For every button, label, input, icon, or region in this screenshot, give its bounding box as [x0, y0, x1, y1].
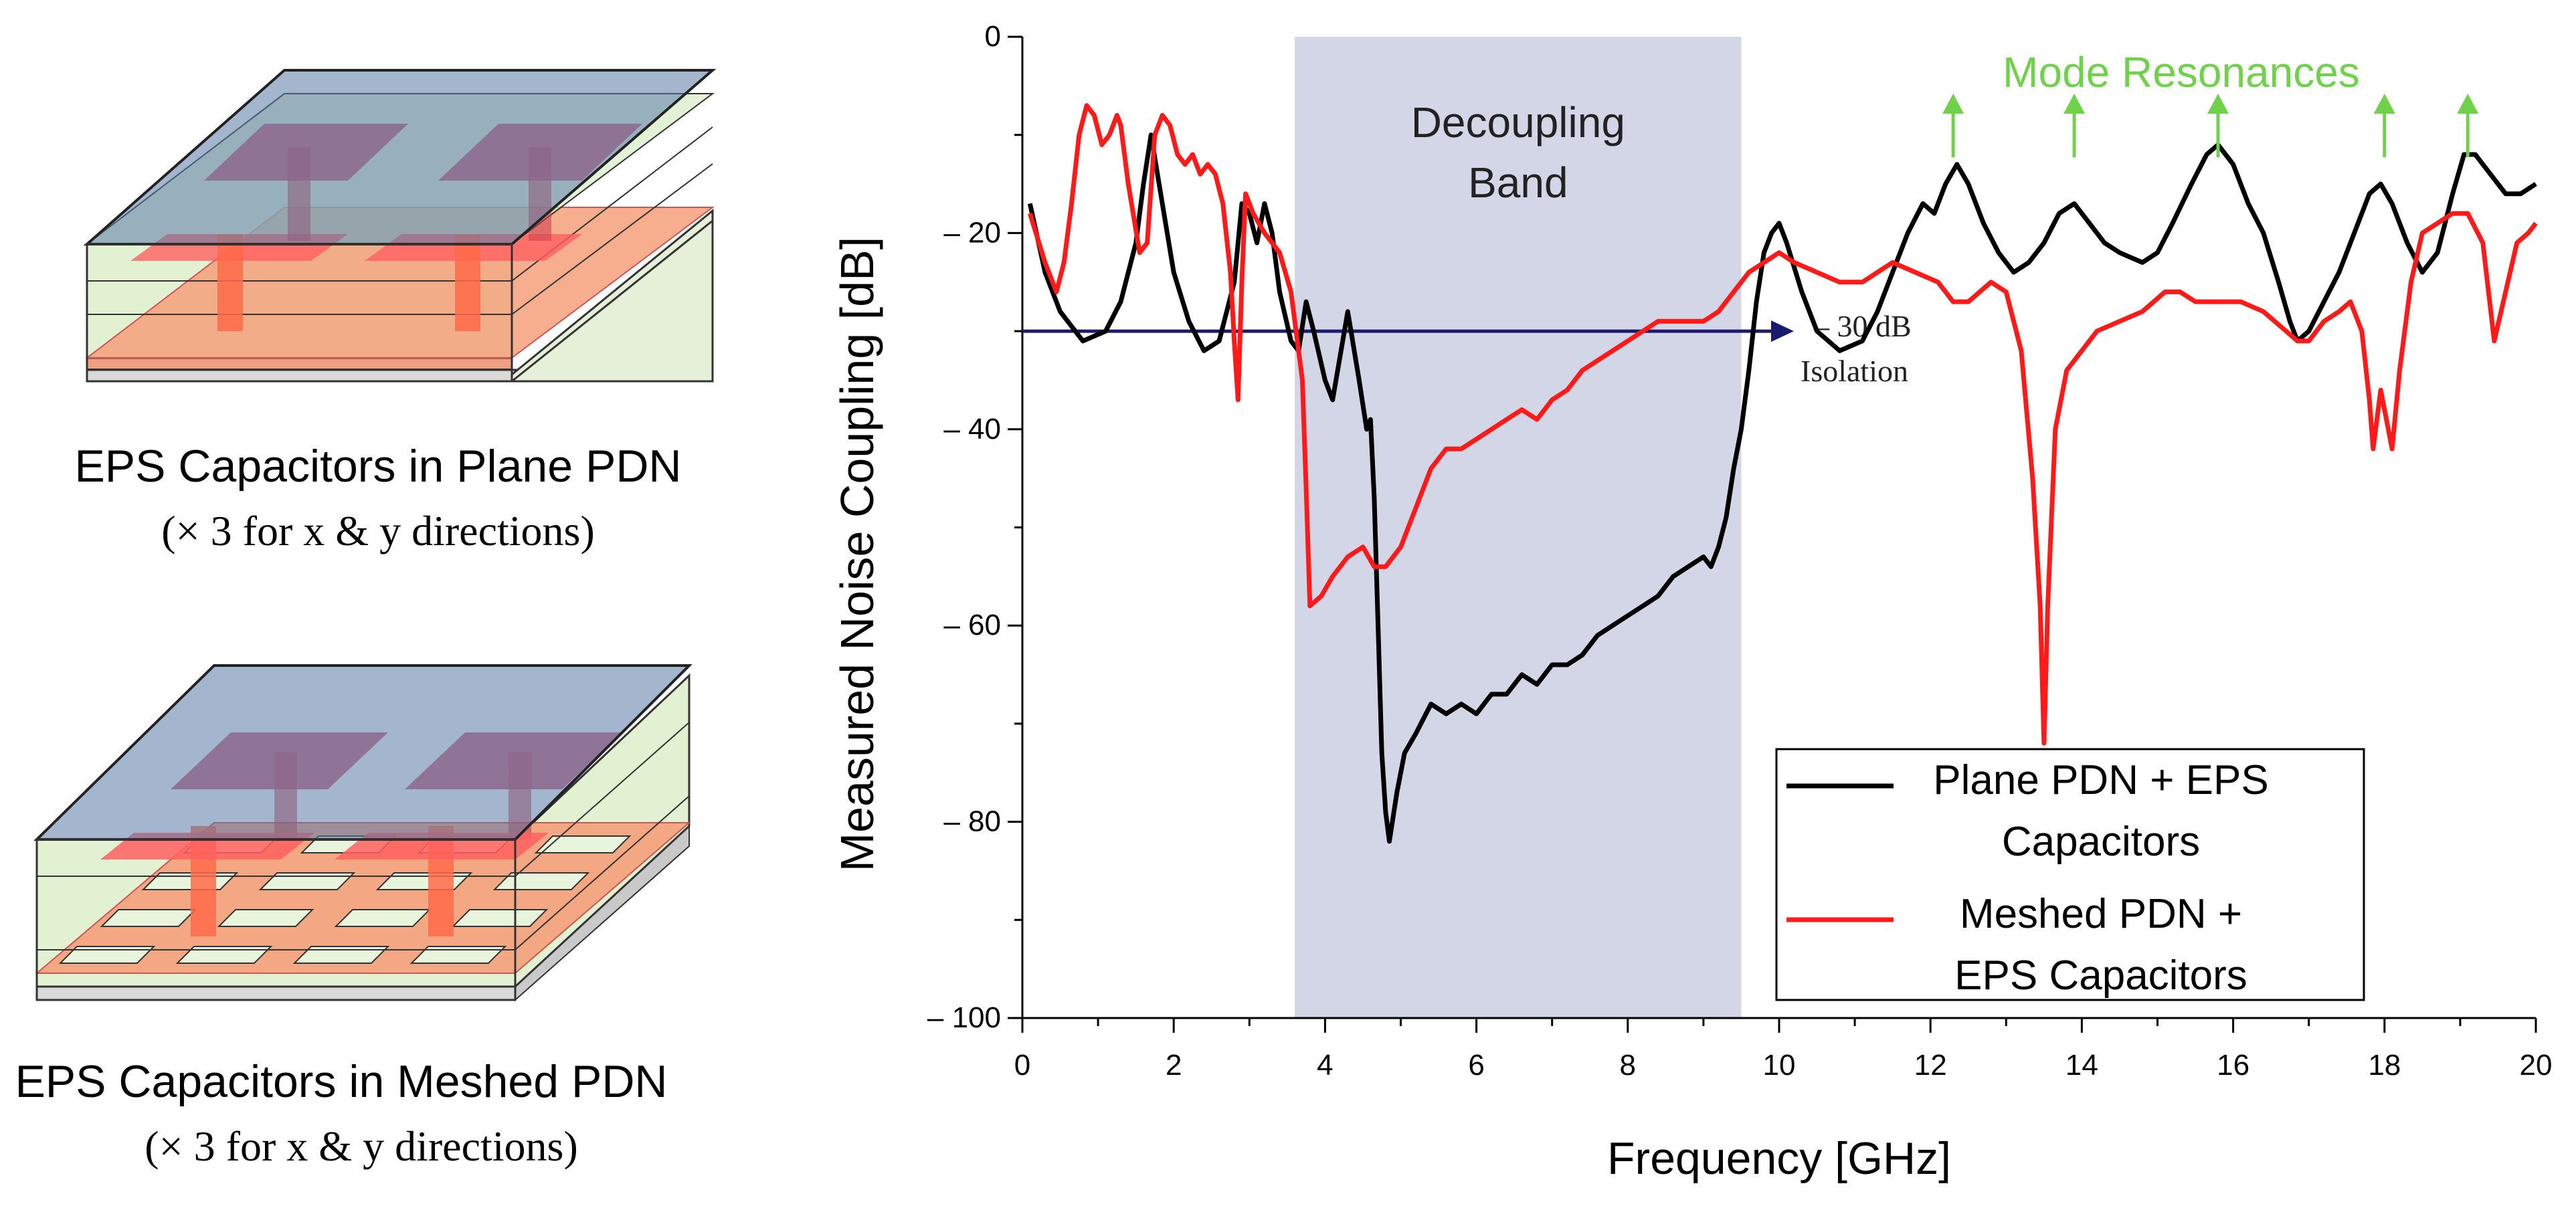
x-tick-label: 4: [1317, 1049, 1333, 1082]
series-line-meshed-pdn: [1027, 103, 2538, 746]
y-tick-label: – 40: [943, 413, 1001, 445]
isolation-text-label: Isolation: [1801, 354, 1908, 388]
mesh-hole: [334, 909, 432, 927]
x-tick-label: 20: [2520, 1049, 2553, 1082]
meshed-caption: EPS Capacitors in Meshed PDN: [15, 1056, 667, 1107]
decoupling-band-label-line2: Band: [1468, 159, 1568, 207]
mode-resonance-arrow-head: [2373, 94, 2395, 114]
series-lines: [1027, 103, 2538, 844]
legend-box: [1775, 748, 2365, 1001]
noise-coupling-chart: Decoupling Band 0 2 4 6 8 10 12 14 16 18 20 0 – 20 –…: [831, 20, 2552, 1184]
x-ticks: 0 2 4 6 8 10 12 14 16 18 20: [1014, 1018, 2553, 1082]
meshed-pdn-illustration: [33, 664, 693, 1002]
mesh-hole: [58, 946, 156, 964]
mesh-hole: [100, 909, 197, 927]
mode-resonances: Mode Resonances: [1942, 48, 2479, 157]
mesh-hole: [534, 835, 632, 853]
y-tick-label: – 20: [943, 216, 1001, 249]
x-tick-label: 12: [1914, 1049, 1947, 1082]
legend-label: Meshed PDN +: [1960, 891, 2242, 937]
mesh-hole: [292, 946, 390, 964]
decoupling-band-label-line1: Decoupling: [1411, 98, 1625, 146]
mesh-hole: [175, 946, 273, 964]
mode-resonance-arrow-head: [2207, 94, 2229, 114]
mode-resonances-label: Mode Resonances: [2003, 48, 2360, 96]
y-tick-label: – 100: [927, 1001, 1001, 1034]
y-ticks: 0 – 20 – 40 – 60 – 80 – 100: [927, 20, 1022, 1034]
legend-label: EPS Capacitors: [1954, 952, 2247, 999]
plane-subcaption: (× 3 for x & y directions): [161, 507, 595, 554]
mesh-hole: [492, 872, 590, 890]
legend: Plane PDN + EPS Capacitors Meshed PDN + EPS…: [1775, 748, 2365, 1001]
y-tick-label: – 80: [943, 805, 1001, 838]
x-tick-label: 8: [1620, 1049, 1636, 1082]
isolation-arrow-head: [1771, 320, 1794, 342]
y-axis-label: Measured Noise Coupling [dB]: [831, 237, 883, 872]
decoupling-band: [1295, 37, 1742, 1018]
y-tick-label: 0: [985, 20, 1001, 53]
x-tick-label: 18: [2368, 1049, 2401, 1082]
x-tick-label: 14: [2065, 1049, 2098, 1082]
mode-resonance-arrow-head: [1942, 94, 1964, 114]
y-tick-label: – 60: [943, 609, 1001, 641]
mesh-hole: [375, 872, 473, 890]
mesh-hole: [451, 909, 549, 927]
x-tick-label: 10: [1763, 1049, 1796, 1082]
legend-label: Capacitors: [2002, 819, 2200, 865]
legend-label: Plane PDN + EPS: [1933, 757, 2268, 803]
mode-resonance-arrow-head: [2063, 94, 2086, 114]
mode-resonance-arrow-head: [2457, 94, 2479, 114]
x-tick-label: 2: [1166, 1049, 1182, 1082]
mesh-hole: [409, 946, 507, 964]
x-axis-label: Frequency [GHz]: [1607, 1133, 1951, 1184]
mesh-hole: [141, 872, 239, 890]
mesh-hole: [258, 872, 356, 890]
x-tick-label: 6: [1468, 1049, 1484, 1082]
mesh-hole: [217, 909, 314, 927]
series-line-plane-pdn: [1027, 132, 2537, 844]
x-tick-label: 0: [1014, 1049, 1030, 1082]
meshed-subcaption: (× 3 for x & y directions): [145, 1122, 578, 1170]
x-tick-label: 16: [2217, 1049, 2249, 1082]
plane-pdn-illustration: [83, 69, 717, 383]
plane-caption: EPS Capacitors in Plane PDN: [74, 441, 681, 492]
